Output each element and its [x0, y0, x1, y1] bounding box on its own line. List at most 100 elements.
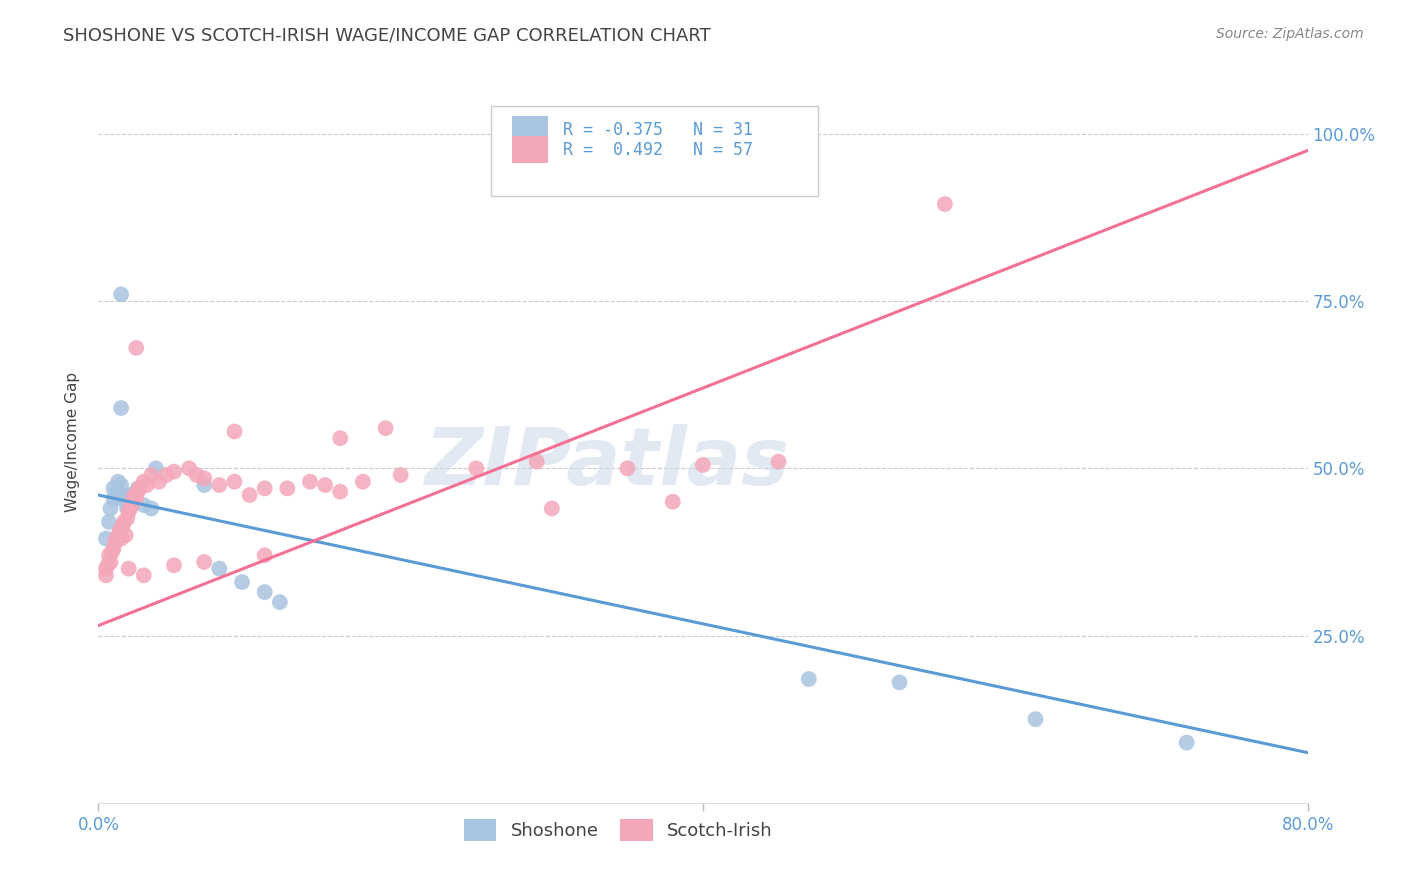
Point — [127, 484, 149, 499]
Point — [526, 455, 548, 469]
Point — [389, 467, 412, 482]
Point — [224, 425, 246, 439]
Point — [101, 545, 124, 559]
Point — [616, 461, 638, 475]
Point — [186, 467, 208, 482]
Point — [108, 524, 131, 539]
Point — [374, 421, 396, 435]
Point — [132, 568, 155, 582]
Point — [118, 562, 141, 576]
Point — [103, 491, 125, 506]
Point — [110, 532, 132, 546]
Point — [163, 558, 186, 573]
Point — [112, 515, 135, 529]
Point — [98, 515, 121, 529]
Point — [141, 467, 163, 482]
Point — [1175, 735, 1198, 749]
Point — [96, 558, 118, 573]
Point — [132, 475, 155, 489]
Y-axis label: Wage/Income Gap: Wage/Income Gap — [65, 371, 80, 512]
Point — [135, 478, 157, 492]
Point — [94, 562, 117, 576]
Text: SHOSHONE VS SCOTCH-IRISH WAGE/INCOME GAP CORRELATION CHART: SHOSHONE VS SCOTCH-IRISH WAGE/INCOME GAP… — [63, 27, 711, 45]
FancyBboxPatch shape — [512, 136, 548, 163]
Point — [118, 505, 141, 519]
Point — [120, 501, 142, 516]
Point — [299, 475, 322, 489]
Point — [107, 475, 129, 489]
Point — [118, 501, 141, 516]
Point — [253, 585, 276, 599]
Point — [111, 518, 134, 533]
Point — [692, 458, 714, 472]
Point — [121, 498, 143, 512]
Point — [314, 478, 336, 492]
Point — [239, 488, 262, 502]
Point — [1024, 712, 1046, 726]
Point — [797, 672, 820, 686]
Point — [193, 478, 215, 492]
Point — [125, 341, 148, 355]
Point — [100, 501, 122, 516]
Point — [124, 488, 146, 502]
Point — [540, 501, 562, 516]
Point — [121, 498, 143, 512]
Text: ZIPatlas: ZIPatlas — [423, 425, 789, 502]
Point — [145, 461, 167, 475]
Text: R =  0.492   N = 57: R = 0.492 N = 57 — [562, 141, 752, 159]
FancyBboxPatch shape — [512, 117, 548, 144]
Point — [108, 491, 131, 506]
Point — [269, 595, 291, 609]
Point — [125, 491, 148, 506]
Point — [94, 532, 117, 546]
Text: Source: ZipAtlas.com: Source: ZipAtlas.com — [1216, 27, 1364, 41]
Point — [329, 431, 352, 445]
Point — [148, 475, 170, 489]
Point — [329, 484, 352, 499]
FancyBboxPatch shape — [492, 105, 818, 196]
Point — [110, 478, 132, 492]
Point — [179, 461, 201, 475]
Point — [124, 491, 146, 506]
Point — [120, 488, 142, 502]
Point — [768, 455, 790, 469]
Point — [224, 475, 246, 489]
Point — [193, 555, 215, 569]
Point — [231, 575, 253, 590]
Point — [100, 555, 122, 569]
Point — [98, 548, 121, 563]
Point — [208, 562, 231, 576]
Point — [352, 475, 374, 489]
Point — [104, 534, 127, 549]
Point — [105, 532, 128, 546]
Point — [889, 675, 911, 690]
Point — [132, 498, 155, 512]
Point — [107, 528, 129, 542]
Point — [141, 501, 163, 516]
Point — [193, 471, 215, 485]
Point — [110, 401, 132, 416]
Point — [103, 482, 125, 496]
Point — [155, 467, 177, 482]
Point — [114, 491, 136, 506]
Point — [110, 521, 132, 535]
Text: R = -0.375   N = 31: R = -0.375 N = 31 — [562, 121, 752, 139]
Point — [127, 482, 149, 496]
Point — [105, 484, 128, 499]
Point — [128, 482, 150, 496]
Point — [934, 197, 956, 211]
Point — [465, 461, 488, 475]
Point — [276, 482, 298, 496]
Point — [114, 528, 136, 542]
Point — [208, 478, 231, 492]
Point — [111, 488, 134, 502]
Point — [110, 287, 132, 301]
Point — [253, 548, 276, 563]
Point — [115, 511, 138, 525]
Point — [94, 568, 117, 582]
Point — [115, 501, 138, 516]
Point — [163, 465, 186, 479]
Point — [103, 541, 125, 556]
Legend: Shoshone, Scotch-Irish: Shoshone, Scotch-Irish — [457, 812, 780, 848]
Point — [253, 482, 276, 496]
